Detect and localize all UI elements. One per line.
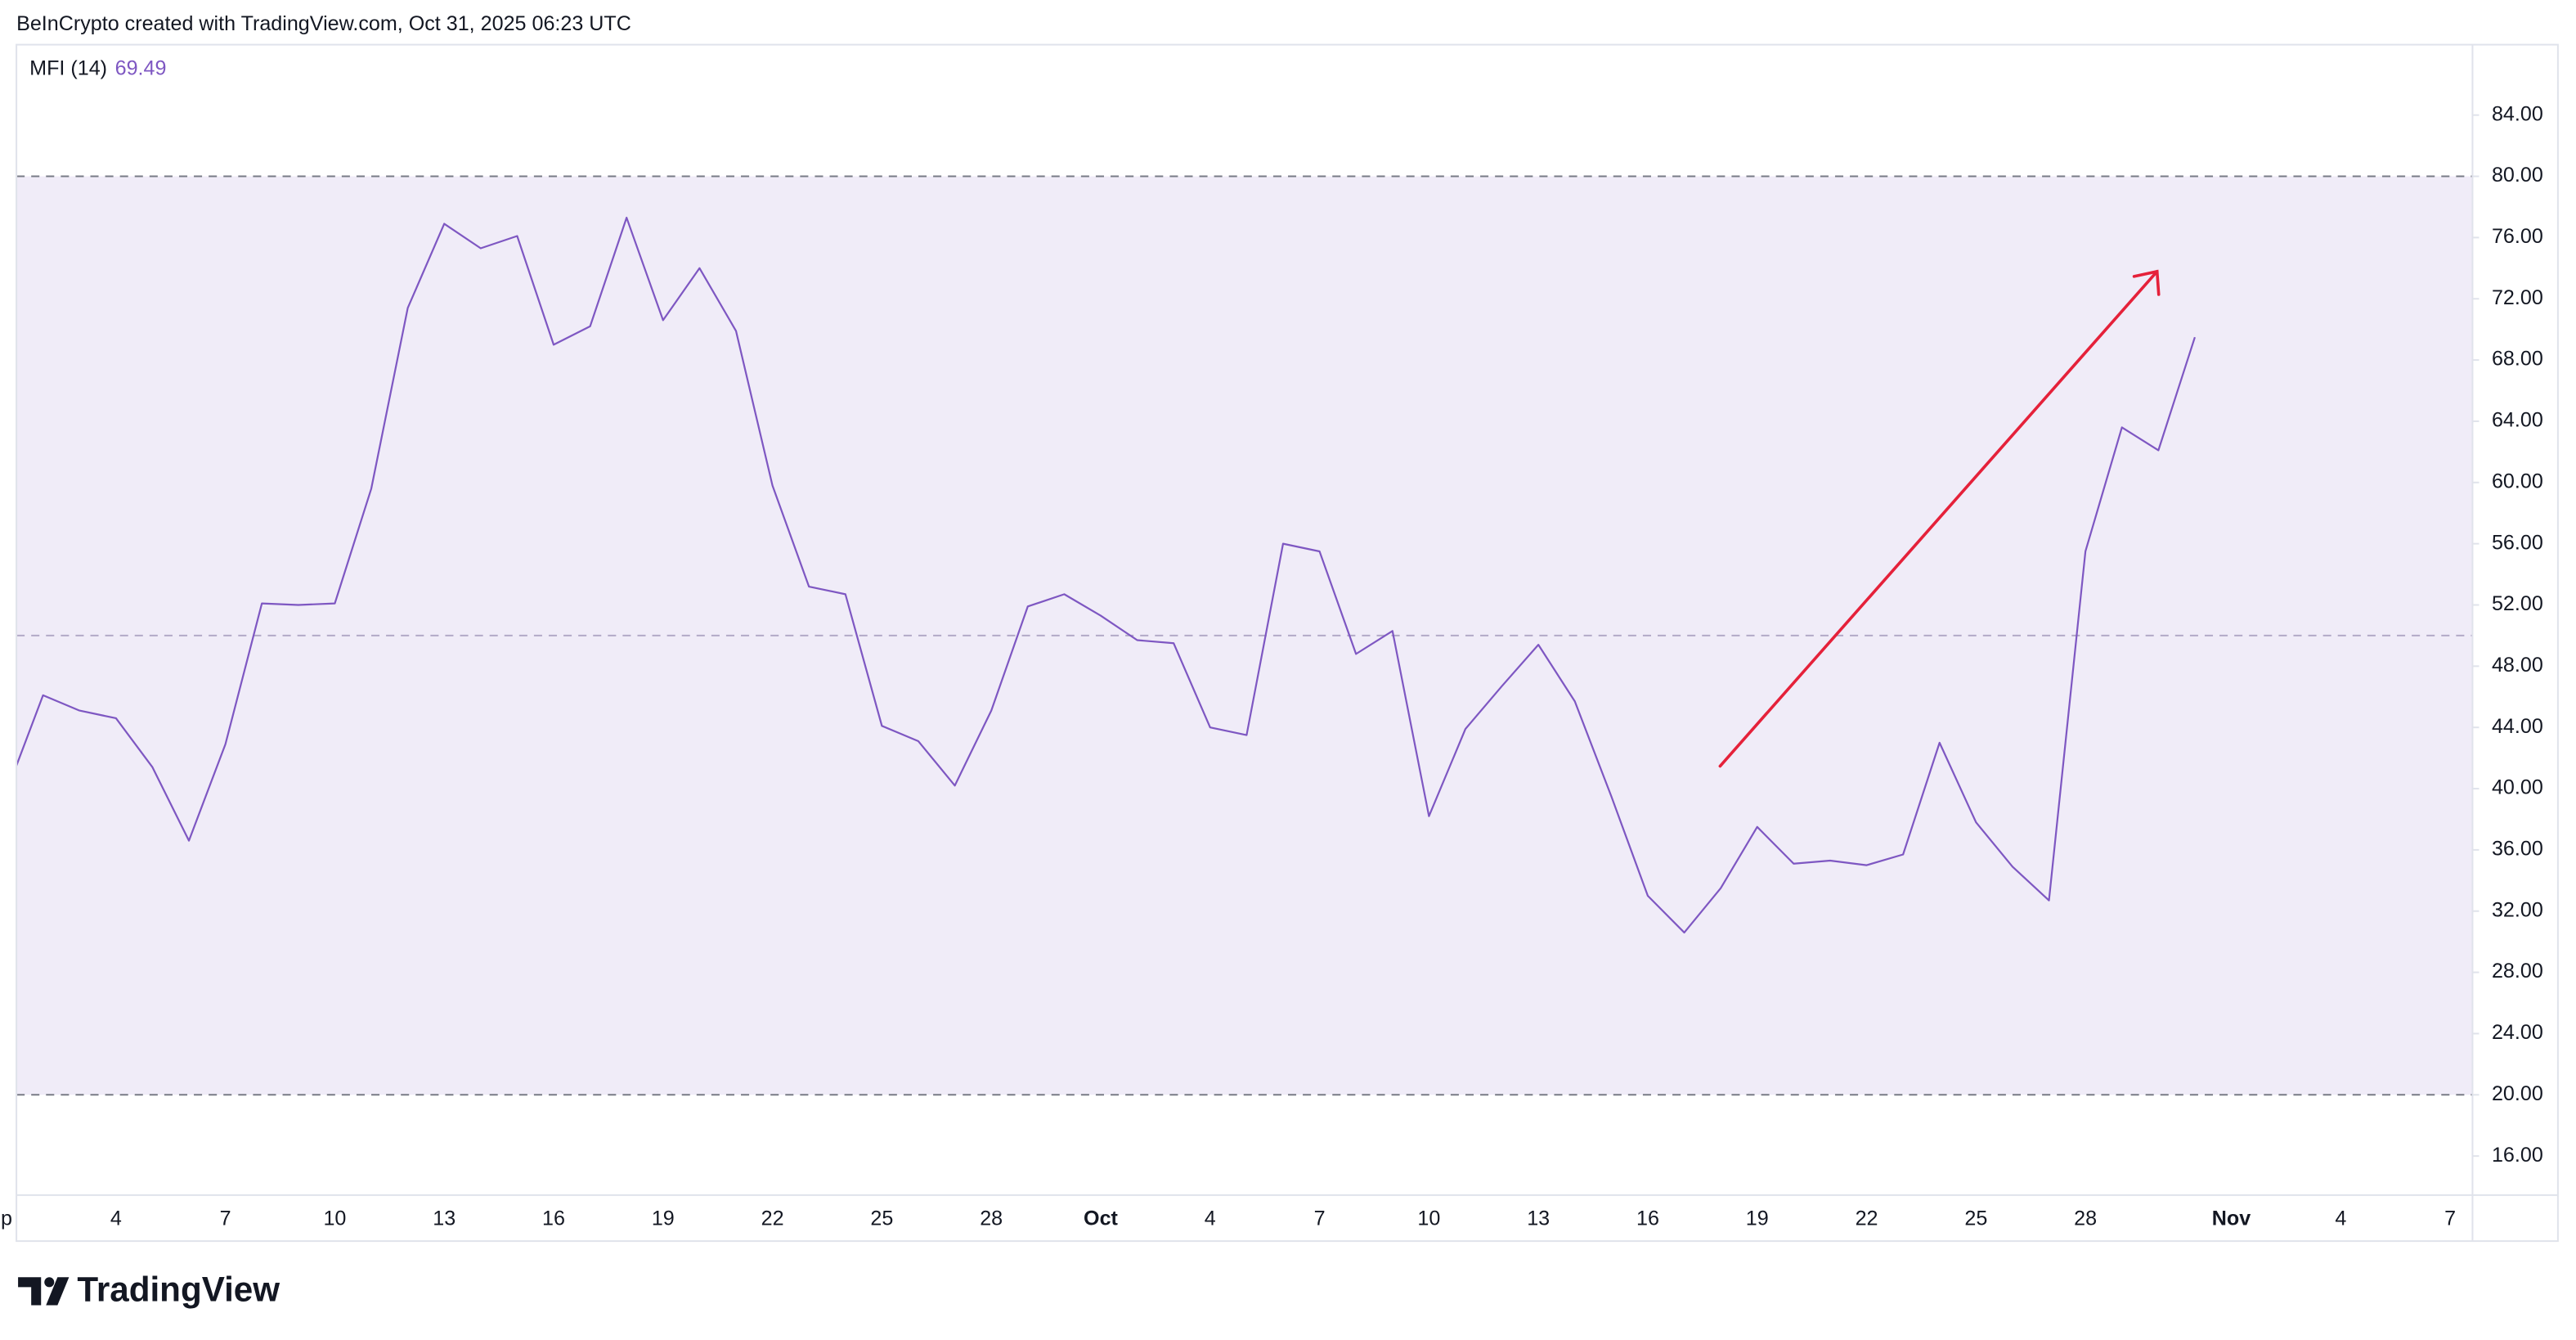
legend-value: 69.49	[115, 56, 167, 79]
y-tick-label: 36.00	[2492, 838, 2543, 861]
y-axis: 16.00 20.00 24.00 28.00 32.00 36.00 40.00 44.00…	[2472, 102, 2543, 1167]
x-tick-label: 22	[761, 1207, 784, 1230]
y-tick-label: 28.00	[2492, 960, 2543, 983]
x-tick-label: 28	[980, 1207, 1003, 1230]
y-tick-label: 24.00	[2492, 1021, 2543, 1044]
x-tick-label: 4	[1205, 1207, 1216, 1230]
x-axis: p 4 7 10 13 16 19 22 25 28 Oct 4 7 10 13 16 19 22 25 28 Nov 4…	[1, 1207, 2456, 1230]
x-tick-label: Nov	[2212, 1207, 2251, 1230]
y-tick-label: 32.00	[2492, 898, 2543, 921]
legend-name: MFI (14)	[29, 56, 107, 79]
y-tick-label: 52.00	[2492, 592, 2543, 615]
y-tick-label: 64.00	[2492, 409, 2543, 432]
y-tick-label: 16.00	[2492, 1144, 2543, 1167]
x-tick-label: 19	[1746, 1207, 1769, 1230]
x-tick-label: 7	[1314, 1207, 1326, 1230]
x-tick-label: 25	[1964, 1207, 1987, 1230]
y-tick-label: 68.00	[2492, 348, 2543, 371]
x-tick-label: p	[1, 1207, 12, 1230]
x-tick-label: 13	[1527, 1207, 1550, 1230]
y-tick-label: 80.00	[2492, 164, 2543, 187]
y-tick-label: 84.00	[2492, 102, 2543, 125]
y-tick-label: 56.00	[2492, 531, 2543, 554]
x-tick-label: 7	[220, 1207, 231, 1230]
y-tick-label: 48.00	[2492, 654, 2543, 677]
x-tick-label: 4	[110, 1207, 122, 1230]
watermark: TradingView	[77, 1270, 280, 1309]
x-tick-label: 7	[2444, 1207, 2456, 1230]
x-tick-label: 16	[1636, 1207, 1659, 1230]
trend-arrow	[1718, 269, 2161, 768]
x-tick-label: 4	[2335, 1207, 2346, 1230]
x-tick-label: Oct	[1084, 1207, 1118, 1230]
x-tick-label: 13	[433, 1207, 456, 1230]
y-tick-label: 76.00	[2492, 225, 2543, 248]
x-tick-label: 19	[652, 1207, 675, 1230]
y-tick-label: 40.00	[2492, 776, 2543, 799]
x-tick-label: 16	[542, 1207, 565, 1230]
x-tick-label: 10	[1417, 1207, 1440, 1230]
y-tick-label: 60.00	[2492, 470, 2543, 492]
plot-area	[16, 175, 2473, 1096]
chart-frame	[16, 43, 2559, 1243]
y-tick-label: 20.00	[2492, 1082, 2543, 1105]
y-tick-label: 72.00	[2492, 286, 2543, 309]
x-tick-label: 10	[323, 1207, 346, 1230]
attribution: BeInCrypto created with TradingView.com,…	[16, 12, 631, 35]
y-tick-label: 44.00	[2492, 715, 2543, 738]
tradingview-logo	[18, 1277, 70, 1306]
x-tick-label: 28	[2074, 1207, 2097, 1230]
mfi-line	[16, 216, 2196, 934]
x-tick-label: 22	[1856, 1207, 1878, 1230]
x-tick-label: 25	[870, 1207, 893, 1230]
